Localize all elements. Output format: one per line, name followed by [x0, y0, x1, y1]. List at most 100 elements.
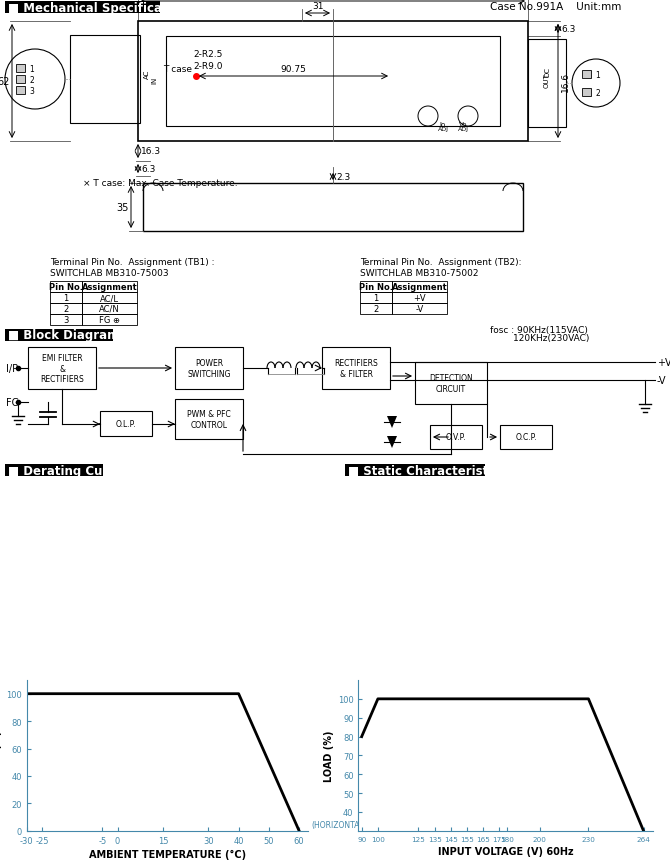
Bar: [16, 76, 25, 84]
Bar: [5, 464, 103, 476]
Bar: [582, 89, 591, 97]
Text: 2-R9.0: 2-R9.0: [193, 61, 222, 71]
Text: AC/L: AC/L: [100, 294, 119, 303]
Text: ■ Mechanical Specification: ■ Mechanical Specification: [8, 2, 188, 15]
Bar: [322, 348, 390, 389]
Bar: [430, 425, 482, 449]
Text: O.V.P.: O.V.P.: [446, 433, 466, 442]
Bar: [500, 425, 552, 449]
Bar: [28, 348, 96, 389]
Text: 1: 1: [64, 294, 68, 303]
Bar: [528, 40, 566, 127]
Text: +V: +V: [657, 357, 670, 368]
Text: 2: 2: [595, 89, 600, 97]
Text: ■ Derating Curve: ■ Derating Curve: [8, 464, 124, 477]
Bar: [345, 464, 485, 476]
Bar: [175, 400, 243, 439]
Text: RECTIFIERS
& FILTER: RECTIFIERS & FILTER: [334, 359, 378, 378]
Text: 1: 1: [29, 65, 34, 73]
Bar: [5, 330, 113, 342]
Text: 6.3: 6.3: [141, 164, 155, 173]
Text: Pin No.: Pin No.: [49, 282, 83, 292]
Text: 35: 35: [117, 202, 129, 213]
Bar: [138, 22, 528, 142]
Bar: [360, 282, 392, 293]
Text: IN: IN: [151, 77, 157, 84]
Text: Assignment: Assignment: [392, 282, 448, 292]
Text: 90.75: 90.75: [281, 65, 306, 74]
Bar: [360, 304, 392, 314]
Text: 6.3: 6.3: [561, 25, 576, 34]
Text: 62: 62: [0, 77, 10, 87]
Bar: [50, 304, 82, 314]
Bar: [16, 87, 25, 95]
Bar: [5, 2, 160, 14]
Bar: [100, 412, 152, 437]
Text: ■ Static Characteristics: ■ Static Characteristics: [348, 464, 507, 477]
Text: Assignment: Assignment: [82, 282, 137, 292]
Text: Io: Io: [440, 122, 446, 127]
Bar: [16, 65, 25, 73]
Text: 16.6: 16.6: [561, 71, 570, 92]
Text: 120KHz(230VAC): 120KHz(230VAC): [490, 334, 590, 343]
Text: Terminal Pin No.  Assignment (TB1) :: Terminal Pin No. Assignment (TB1) :: [50, 257, 214, 267]
Text: 3: 3: [63, 316, 69, 325]
Text: -V: -V: [415, 305, 423, 313]
Bar: [392, 282, 447, 293]
Text: OUT: OUT: [544, 73, 550, 89]
Text: FG ⊕: FG ⊕: [99, 316, 120, 325]
Polygon shape: [387, 437, 397, 449]
Text: Case No.991A    Unit:mm: Case No.991A Unit:mm: [490, 2, 621, 12]
Text: 2.3: 2.3: [336, 172, 350, 182]
Bar: [166, 37, 500, 127]
Text: 3: 3: [29, 86, 34, 96]
Text: PWM & PFC
CONTROL: PWM & PFC CONTROL: [187, 410, 231, 429]
Text: ADJ: ADJ: [458, 127, 468, 132]
Y-axis label: LOAD (%): LOAD (%): [324, 730, 334, 781]
Bar: [82, 304, 137, 314]
Bar: [415, 362, 487, 405]
Bar: [143, 183, 523, 232]
Text: AC/N: AC/N: [99, 305, 120, 313]
Text: 2: 2: [373, 305, 379, 313]
Text: Pin No.: Pin No.: [359, 282, 393, 292]
Y-axis label: LOAD (%): LOAD (%): [0, 730, 2, 781]
Text: SWITCHLAB MB310-75002: SWITCHLAB MB310-75002: [360, 269, 478, 278]
Text: Vo: Vo: [459, 122, 467, 127]
Bar: [175, 348, 243, 389]
Text: POWER
SWITCHING: POWER SWITCHING: [187, 359, 230, 378]
Bar: [70, 36, 140, 124]
Text: O.C.P.: O.C.P.: [515, 433, 537, 442]
Text: FG: FG: [6, 398, 19, 407]
Bar: [50, 293, 82, 304]
Text: Terminal Pin No.  Assignment (TB2):: Terminal Pin No. Assignment (TB2):: [360, 257, 521, 267]
Text: 1: 1: [373, 294, 379, 303]
Text: EMI FILTER
&
RECTIFIERS: EMI FILTER & RECTIFIERS: [40, 354, 84, 383]
Bar: [392, 304, 447, 314]
Polygon shape: [387, 417, 397, 429]
Text: T case: T case: [163, 65, 192, 74]
Bar: [360, 293, 392, 304]
Text: (HORIZONTAL): (HORIZONTAL): [312, 821, 367, 829]
Text: ■ Block Diagram: ■ Block Diagram: [8, 329, 119, 342]
Bar: [82, 314, 137, 325]
Text: 1: 1: [595, 71, 600, 79]
Text: SWITCHLAB MB310-75003: SWITCHLAB MB310-75003: [50, 269, 169, 278]
Text: -V: -V: [657, 375, 667, 386]
Text: O.L.P.: O.L.P.: [116, 419, 136, 429]
X-axis label: AMBIENT TEMPERATURE (°C): AMBIENT TEMPERATURE (°C): [89, 849, 246, 859]
Text: 16.3: 16.3: [141, 147, 161, 157]
Text: × T case: Max. Case Temperature.: × T case: Max. Case Temperature.: [83, 179, 238, 189]
Bar: [50, 314, 82, 325]
X-axis label: INPUT VOLTAGE (V) 60Hz: INPUT VOLTAGE (V) 60Hz: [438, 846, 574, 856]
Bar: [82, 282, 137, 293]
Bar: [50, 282, 82, 293]
Text: 2-R2.5: 2-R2.5: [193, 49, 222, 59]
Text: 31: 31: [312, 2, 324, 11]
Bar: [392, 293, 447, 304]
Bar: [82, 293, 137, 304]
Text: ADJ: ADJ: [438, 127, 448, 132]
Text: AC: AC: [144, 69, 150, 78]
Text: +V: +V: [413, 294, 426, 303]
Text: I/P: I/P: [6, 363, 18, 374]
